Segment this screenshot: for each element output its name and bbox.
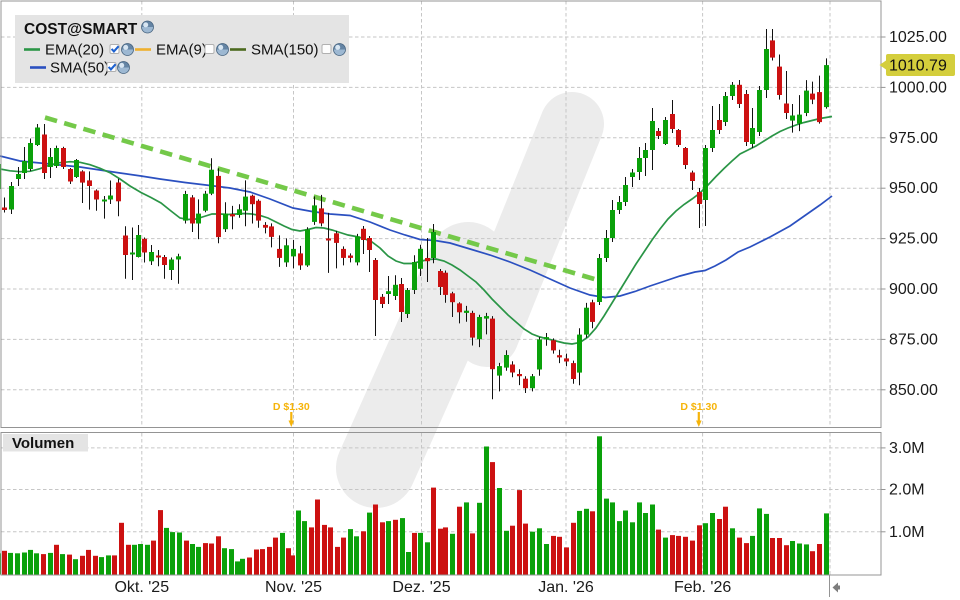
- svg-text:1000.00: 1000.00: [889, 79, 947, 96]
- svg-text:900.00: 900.00: [889, 281, 938, 298]
- svg-text:975.00: 975.00: [889, 130, 938, 147]
- svg-text:2.0M: 2.0M: [889, 482, 925, 499]
- svg-text:Okt. '25: Okt. '25: [114, 579, 169, 596]
- svg-text:950.00: 950.00: [889, 180, 938, 197]
- svg-text:SMA(150): SMA(150): [251, 42, 319, 59]
- svg-text:D $1.30: D $1.30: [680, 401, 717, 413]
- svg-text:Dez. '25: Dez. '25: [392, 579, 450, 596]
- svg-text:Feb. '26: Feb. '26: [674, 579, 731, 596]
- svg-text:3.0M: 3.0M: [889, 440, 925, 457]
- svg-text:875.00: 875.00: [889, 331, 938, 348]
- svg-text:1010.79: 1010.79: [889, 58, 947, 75]
- svg-text:Nov. '25: Nov. '25: [265, 579, 322, 596]
- svg-text:Volumen: Volumen: [12, 435, 74, 452]
- svg-text:1025.00: 1025.00: [889, 29, 947, 46]
- svg-text:1.0M: 1.0M: [889, 524, 925, 541]
- svg-text:SMA(50): SMA(50): [50, 60, 109, 77]
- svg-text:COST@SMART: COST@SMART: [24, 21, 138, 38]
- svg-text:Jan. '26: Jan. '26: [538, 579, 594, 596]
- svg-text:850.00: 850.00: [889, 382, 938, 399]
- svg-text:EMA(9): EMA(9): [156, 42, 207, 59]
- svg-text:D $1.30: D $1.30: [273, 401, 310, 413]
- svg-text:925.00: 925.00: [889, 231, 938, 248]
- svg-text:EMA(20): EMA(20): [45, 42, 104, 59]
